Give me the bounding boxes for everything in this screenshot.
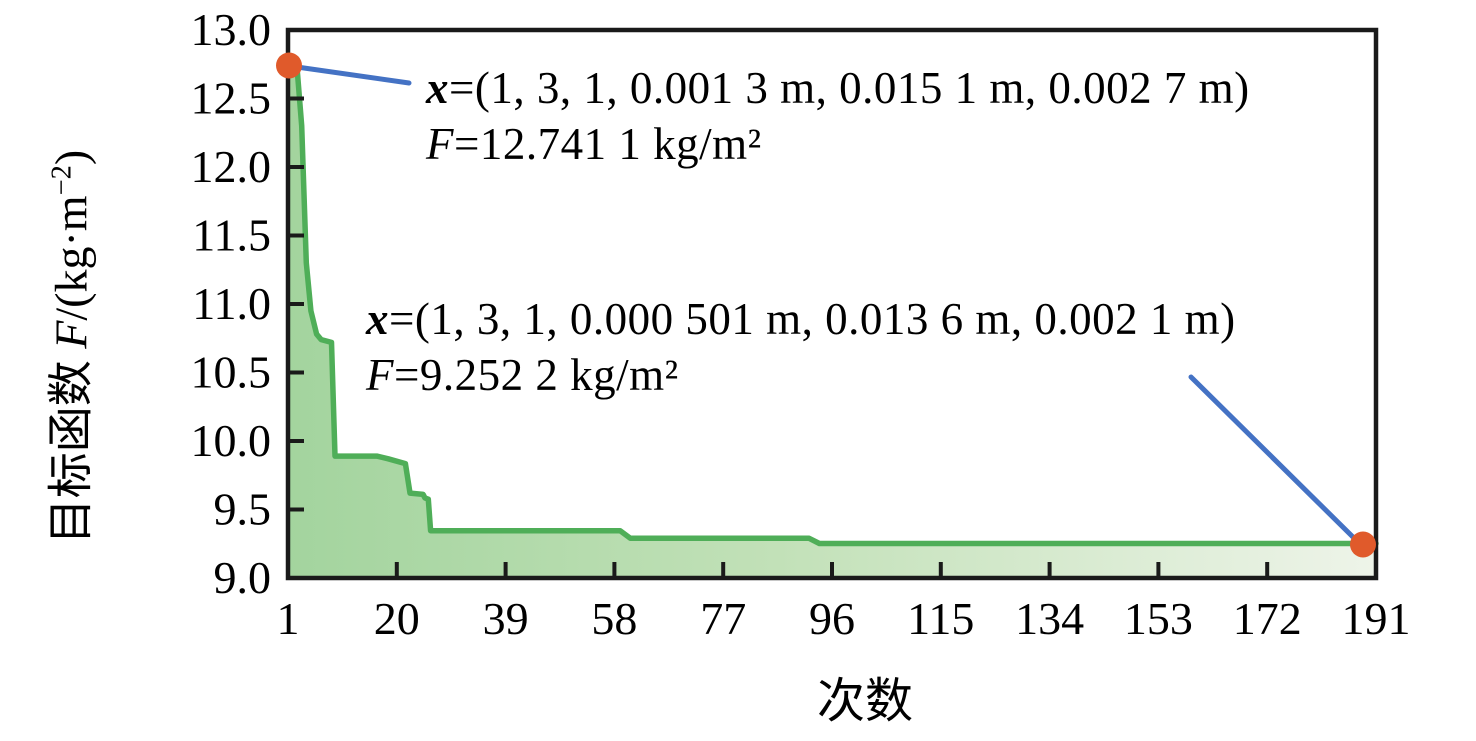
annotation-initial-line1: x=(1, 3, 1, 0.001 3 m, 0.015 1 m, 0.002 … xyxy=(426,60,1250,116)
y-axis-title-unit-close: ) xyxy=(45,149,97,166)
x-tick-label: 39 xyxy=(483,593,529,644)
annotation-optimal-line2: F=9.252 2 kg/m² xyxy=(366,347,1236,403)
x-axis-tick-marks xyxy=(286,562,1378,578)
y-axis-title: 目标函数 F/(kg·m−2) xyxy=(45,149,98,545)
y-tick-label: 10.5 xyxy=(191,347,272,398)
x-tick-label: 77 xyxy=(700,593,746,644)
leader-line-end-point xyxy=(1188,374,1360,544)
y-axis-tick-labels: 9.0 9.5 10.0 10.5 11.0 11.5 12.0 12.5 13.0 xyxy=(191,4,272,603)
annotation-var-f: F xyxy=(366,350,394,400)
annotation-initial-vector: =(1, 3, 1, 0.001 3 m, 0.015 1 m, 0.002 7… xyxy=(449,63,1250,113)
annotation-initial-value: =12.741 1 kg/m² xyxy=(454,119,762,169)
y-tick-label: 11.5 xyxy=(192,210,271,261)
x-tick-label: 115 xyxy=(907,593,974,644)
annotation-initial-line2: F=12.741 1 kg/m² xyxy=(426,116,1250,172)
leader-line-start-point xyxy=(294,64,412,86)
y-tick-label: 10.0 xyxy=(191,415,272,466)
y-axis-title-cn: 目标函数 xyxy=(45,348,97,545)
x-tick-label: 96 xyxy=(809,593,855,644)
annotation-optimal-vector: =(1, 3, 1, 0.000 501 m, 0.013 6 m, 0.002… xyxy=(389,294,1236,344)
annotation-var-f: F xyxy=(426,119,454,169)
end-point-marker xyxy=(1350,531,1376,558)
x-axis-title: 次数 xyxy=(816,675,914,728)
y-tick-label: 12.5 xyxy=(191,73,272,124)
y-tick-label: 11.0 xyxy=(192,278,271,329)
x-tick-label: 153 xyxy=(1124,593,1193,644)
annotation-optimal-solution: x=(1, 3, 1, 0.000 501 m, 0.013 6 m, 0.00… xyxy=(366,291,1236,403)
annotation-var-x: x xyxy=(426,63,449,113)
x-tick-label: 58 xyxy=(591,593,637,644)
convergence-area-fill xyxy=(288,65,1376,578)
annotation-optimal-line1: x=(1, 3, 1, 0.000 501 m, 0.013 6 m, 0.00… xyxy=(366,291,1236,347)
x-axis-tick-labels: 1 20 39 58 77 96 115 134 153 172 191 xyxy=(277,593,1411,644)
annotation-initial-solution: x=(1, 3, 1, 0.001 3 m, 0.015 1 m, 0.002 … xyxy=(426,60,1250,172)
annotation-var-x: x xyxy=(366,294,389,344)
y-axis-tick-marks xyxy=(288,28,304,580)
x-tick-label: 134 xyxy=(1015,593,1084,644)
y-axis-title-exponent: −2 xyxy=(46,165,78,196)
x-tick-label: 20 xyxy=(374,593,420,644)
convergence-curve-line xyxy=(285,62,1379,547)
y-tick-label: 13.0 xyxy=(191,4,272,55)
x-tick-label: 191 xyxy=(1342,593,1411,644)
y-axis-title-unit: /(kg·m xyxy=(45,195,97,321)
y-tick-label: 12.0 xyxy=(191,141,272,192)
x-tick-label: 1 xyxy=(277,593,300,644)
y-axis-title-var: F xyxy=(45,320,97,349)
y-tick-label: 9.0 xyxy=(214,552,272,603)
x-tick-label: 172 xyxy=(1233,593,1302,644)
y-tick-label: 9.5 xyxy=(214,484,272,535)
start-point-marker xyxy=(276,52,302,79)
annotation-optimal-value: =9.252 2 kg/m² xyxy=(394,350,679,400)
